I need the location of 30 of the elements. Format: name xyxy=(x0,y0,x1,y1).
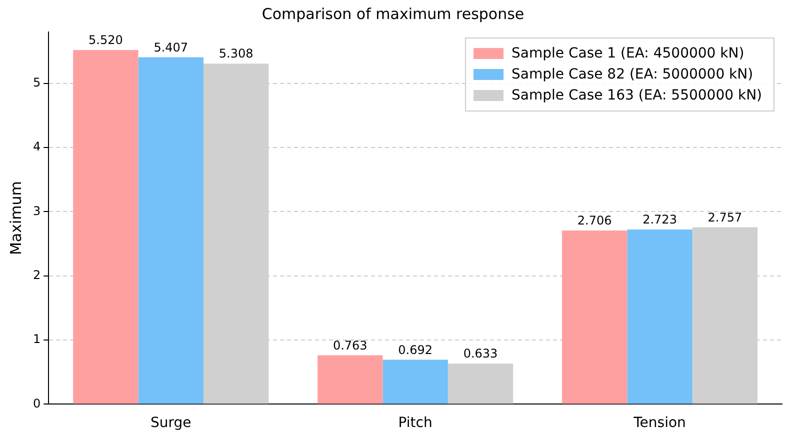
bar xyxy=(318,355,383,404)
chart-title: Comparison of maximum response xyxy=(262,4,524,23)
x-tick-label: Surge xyxy=(150,415,192,432)
legend-label: Sample Case 1 (EA: 4500000 kN) xyxy=(512,46,744,62)
data-label: 0.633 xyxy=(463,346,498,361)
y-tick-label: 0 xyxy=(32,396,41,410)
data-label: 2.757 xyxy=(708,210,742,224)
data-label: 2.706 xyxy=(577,214,612,228)
data-label: 2.723 xyxy=(642,212,677,227)
data-label: 5.407 xyxy=(154,40,188,54)
bar xyxy=(138,57,204,404)
data-label: 5.520 xyxy=(88,33,123,48)
bar xyxy=(73,50,138,404)
y-tick-label: 4 xyxy=(32,140,41,154)
y-tick-label: 1 xyxy=(32,332,41,346)
bar xyxy=(627,229,692,404)
data-label: 5.308 xyxy=(218,46,254,61)
y-axis-title: Maximum xyxy=(6,181,25,256)
y-tick-label: 3 xyxy=(32,204,41,218)
x-tick-label: Tension xyxy=(632,415,686,432)
bar xyxy=(562,230,628,404)
bar xyxy=(382,360,448,404)
data-label: 0.763 xyxy=(332,338,368,352)
y-tick-label: 2 xyxy=(32,268,41,282)
legend-label: Sample Case 82 (EA: 5000000 kN) xyxy=(512,66,754,83)
bar xyxy=(448,364,514,404)
x-tick-label: Pitch xyxy=(398,415,432,432)
y-tick-label: 5 xyxy=(32,75,41,90)
data-label: 0.692 xyxy=(398,342,432,357)
legend-label: Sample Case 163 (EA: 5500000 kN) xyxy=(512,88,762,104)
